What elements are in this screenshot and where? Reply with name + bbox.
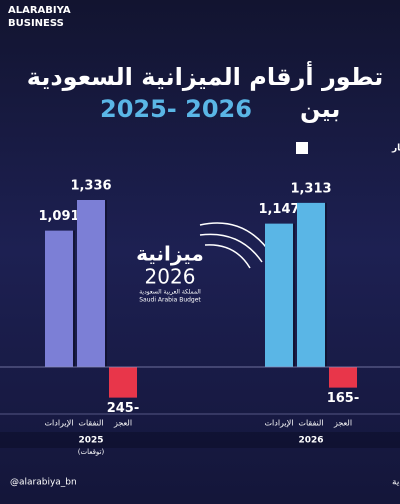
logo-arabic: المملكة العربية السعودية (139, 289, 201, 296)
group-band (0, 432, 400, 448)
group-note: (توقعات) (78, 448, 105, 456)
bar (77, 200, 105, 367)
logo-year: 2026 (145, 265, 196, 289)
value-label: 1,147 (258, 202, 299, 217)
brand-line2: BUSINESS (8, 18, 64, 29)
riyal-icon (296, 142, 308, 154)
value-label: 245- (107, 401, 140, 416)
category-label: العجز (113, 419, 132, 428)
unit-note: الأرقام بالمليار (391, 142, 400, 154)
category-label: النفقات (78, 419, 103, 428)
category-label: العجز (333, 419, 352, 428)
bar (109, 367, 137, 398)
brand-line1: ALARABIYA (8, 5, 71, 16)
logo-title: ميزانية (136, 242, 204, 266)
bar (329, 367, 357, 388)
bar-shadow (293, 223, 295, 367)
bar (265, 223, 293, 367)
handle: @alarabiya_bn (10, 478, 77, 488)
bar-shadow (325, 202, 327, 367)
chart-title: تطور أرقام الميزانية السعودية (27, 61, 383, 91)
logo-english: Saudi Arabia Budget (139, 297, 201, 304)
value-label: 1,336 (70, 179, 111, 194)
category-label: الإيرادات (265, 419, 294, 429)
value-label: 1,313 (290, 181, 331, 196)
bar (45, 230, 73, 367)
bar (297, 202, 325, 367)
value-label: 1,091 (38, 209, 79, 224)
category-label: النفقات (298, 419, 323, 428)
subtitle-years: 2025- 2026 (100, 95, 252, 123)
category-label: الإيرادات (45, 419, 74, 429)
bar-shadow (73, 230, 75, 367)
value-label: 165- (327, 391, 360, 406)
group-label: 2026 (298, 436, 323, 446)
subtitle-prefix: بين (300, 95, 340, 123)
source: المصدر: وزارة المالية السعودية (392, 478, 400, 488)
bar-shadow (105, 200, 107, 367)
group-label: 2025 (78, 436, 103, 446)
